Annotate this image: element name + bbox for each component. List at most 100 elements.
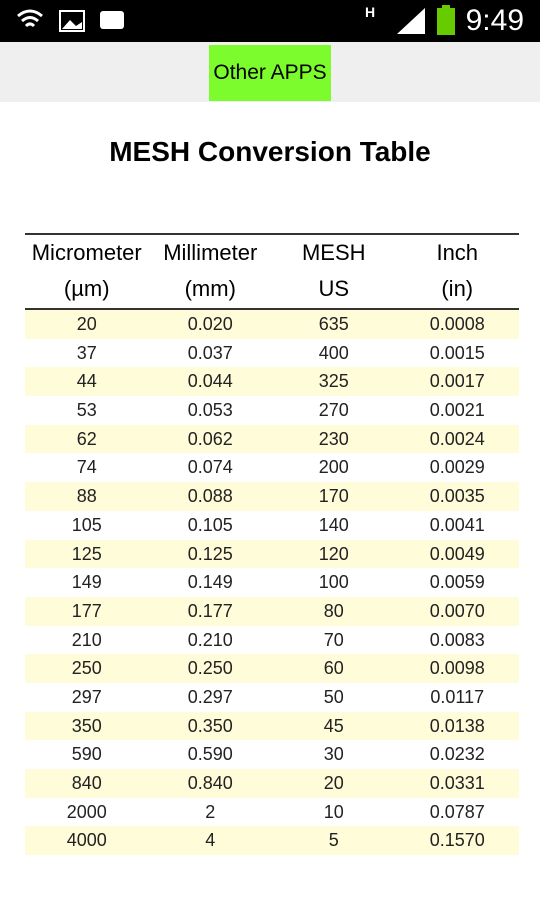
table-cell: 100 <box>318 572 349 593</box>
header-cell: Micrometer (µm) <box>25 235 149 308</box>
mesh-table: Micrometer (µm) Millimeter (mm) MESH US Inch (i… <box>25 233 519 856</box>
table-row: 44 0.044 325 0.0017 <box>25 367 519 397</box>
table-row: 590 0.590 30 0.0232 <box>25 740 519 769</box>
table-cell: 0.062 <box>187 428 233 449</box>
table-cell: 297 <box>71 686 102 707</box>
table-cell: 70 <box>323 629 344 650</box>
table-body: 20 0.020 635 0.0008 37 0.037 400 0.0015 44 0.044 3… <box>25 310 519 856</box>
header-line: US <box>318 276 350 301</box>
table-cell: 44 <box>76 371 97 392</box>
table-cell: 0.0015 <box>429 342 485 363</box>
table-cell: 0.0070 <box>429 600 485 621</box>
table-cell: 0.297 <box>187 686 233 707</box>
table-cell: 60 <box>323 658 344 679</box>
table-cell: 0.0059 <box>429 572 485 593</box>
table-row: 350 0.350 45 0.0138 <box>25 711 519 741</box>
header-cell: Inch (in) <box>396 235 520 308</box>
table-cell: 0.105 <box>187 514 233 535</box>
table-cell: 62 <box>76 428 97 449</box>
table-cell: 170 <box>318 486 349 507</box>
table-cell: 250 <box>71 658 102 679</box>
table-cell: 125 <box>71 543 102 564</box>
table-cell: 140 <box>318 514 349 535</box>
table-cell: 0.0083 <box>429 629 485 650</box>
table-cell: 120 <box>318 543 349 564</box>
table-cell: 0.037 <box>187 342 233 363</box>
table-cell: 20 <box>76 314 97 334</box>
table-row: 62 0.062 230 0.0024 <box>25 424 519 454</box>
table-cell: 0.0035 <box>429 486 485 507</box>
table-cell: 350 <box>71 715 102 736</box>
table-cell: 20 <box>323 773 344 793</box>
table-header: Micrometer (µm) Millimeter (mm) MESH US Inch (i… <box>25 235 519 310</box>
table-cell: 0.0117 <box>430 686 485 707</box>
table-cell: 210 <box>71 629 102 650</box>
table-row: 37 0.037 400 0.0015 <box>25 339 519 368</box>
table-cell: 0.149 <box>187 572 233 593</box>
table-cell: 230 <box>318 428 349 449</box>
table-cell: 0.0098 <box>429 658 485 679</box>
table-cell: 270 <box>318 400 349 421</box>
table-cell: 0.250 <box>187 658 233 679</box>
table-cell: 0.0331 <box>429 773 485 793</box>
table-cell: 37 <box>76 342 97 363</box>
other-apps-button[interactable]: Other APPS <box>209 45 331 101</box>
table-cell: 5 <box>328 830 339 851</box>
status-bar: H 9:49 <box>0 0 540 42</box>
table-row: 125 0.125 120 0.0049 <box>25 539 519 569</box>
table-cell: 0.020 <box>187 314 233 334</box>
table-cell: 105 <box>71 514 102 535</box>
table-cell: 325 <box>318 371 349 392</box>
table-cell: 0.0787 <box>429 801 485 822</box>
status-icons <box>17 9 124 32</box>
table-cell: 0.088 <box>187 486 233 507</box>
header-cell: MESH US <box>272 235 396 308</box>
table-cell: 88 <box>76 486 97 507</box>
table-row: 20 0.020 635 0.0008 <box>25 310 519 339</box>
header-line: (mm) <box>184 276 236 301</box>
table-cell: 10 <box>323 801 344 822</box>
table-cell: 74 <box>76 457 97 478</box>
page-title: MESH Conversion Table <box>109 136 431 167</box>
table-row: 297 0.297 50 0.0117 <box>25 683 519 712</box>
table-row: 88 0.088 170 0.0035 <box>25 482 519 511</box>
table-row: 149 0.149 100 0.0059 <box>25 568 519 597</box>
table-cell: 45 <box>323 715 344 736</box>
table-row: 250 0.250 60 0.0098 <box>25 654 519 683</box>
header-line: (in) <box>441 276 474 301</box>
table-row: 4000 4 5 0.1570 <box>25 826 519 856</box>
toolbar: Other APPS <box>0 42 540 102</box>
table-row: 74 0.074 200 0.0029 <box>25 453 519 482</box>
table-cell: 0.210 <box>187 629 233 650</box>
signal-battery <box>397 5 455 35</box>
table-row: 840 0.840 20 0.0331 <box>25 769 519 798</box>
network-type: H <box>365 4 376 20</box>
table-cell: 0.053 <box>187 400 233 421</box>
table-row: 105 0.105 140 0.0041 <box>25 511 519 540</box>
table-cell: 0.0029 <box>429 457 485 478</box>
header-line: Inch <box>436 240 479 265</box>
header-line: (µm) <box>63 276 110 301</box>
table-cell: 50 <box>323 686 344 707</box>
table-cell: 2 <box>205 801 216 822</box>
table-cell: 2000 <box>66 801 107 822</box>
table-cell: 0.0232 <box>429 744 485 765</box>
table-cell: 0.0049 <box>429 543 485 564</box>
table-row: 53 0.053 270 0.0021 <box>25 396 519 425</box>
header-cell: Millimeter (mm) <box>149 235 273 308</box>
table-cell: 0.590 <box>187 744 233 765</box>
table-cell: 590 <box>71 744 102 765</box>
table-row: 210 0.210 70 0.0083 <box>25 626 519 655</box>
clock: 9:49 <box>465 4 524 37</box>
table-cell: 0.074 <box>187 457 233 478</box>
header-line: Millimeter <box>163 240 258 265</box>
table-row: 2000 2 10 0.0787 <box>25 798 519 827</box>
table-cell: 177 <box>71 600 102 621</box>
table-cell: 840 <box>71 773 102 793</box>
table-cell: 53 <box>76 400 97 421</box>
header-line: Micrometer <box>31 240 142 265</box>
table-cell: 0.0021 <box>429 400 485 421</box>
table-cell: 4000 <box>66 830 107 851</box>
table-cell: 400 <box>318 342 349 363</box>
